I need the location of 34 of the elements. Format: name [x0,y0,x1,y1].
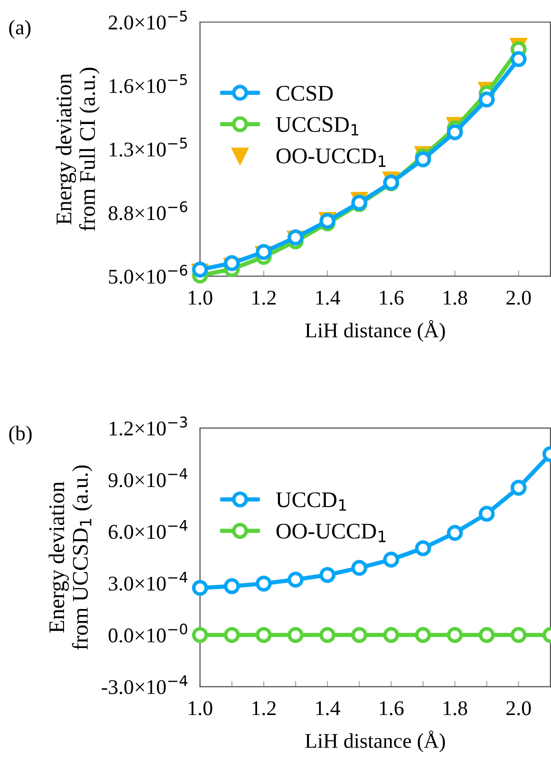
y-tick-label: 1.2×10$^{−3}$ [110,416,188,436]
x-tick-label: 2.0 [506,290,531,305]
x-tick-label: 1.0 [188,290,212,305]
y-tick-label: 9.0×10$^{−4}$ [108,468,188,488]
legend-label: OO-UCCD$_{1}$ [276,524,386,542]
y-tick-label: -3.0×10$^{−4}$ [102,675,188,694]
x-tick-label: 1.6 [380,290,404,305]
x-tick-label: 1.2 [252,701,276,716]
legend-label: CCSD [276,86,333,101]
y-tick-label: 8.8×10$^{−6}$ [108,201,188,220]
y-tick-label: 5.0×10$^{−6}$ [109,264,188,284]
x-tick-label: 1.0 [188,701,212,716]
text: (b) [9,426,32,445]
y-tick-label: 0.0×10$^{−0}$ [108,623,188,643]
y-axis-title: Energy deviation from UCCSD$_{1}$ (a.u.) [48,465,92,650]
text: (a) [9,20,30,39]
x-axis-title: LiH distance (Å) [305,730,445,752]
y-tick-label: 1.3×10$^{−5}$ [110,138,187,157]
x-tick-label: 1.8 [444,290,468,305]
y-tick-label: 6.0×10$^{−4}$ [108,520,188,540]
x-tick-label: 2.0 [506,701,531,716]
y-tick-label: 2.0×10$^{−5}$ [108,10,187,30]
x-axis-title: LiH distance (Å) [305,320,445,342]
y-tick-label: 1.6×10$^{−5}$ [110,74,187,94]
x-tick-label: 1.8 [444,701,468,716]
y-tick-label: 3.0×10$^{−4}$ [108,572,188,591]
legend-label: OO-UCCD$_{1}$ [276,148,386,167]
legend-label: UCCD$_{1}$ [276,492,346,511]
y-axis-title: Energy deviation from Full CI (a.u.) [56,68,100,231]
legend-label: UCCSD$_{1}$ [276,117,358,136]
x-tick-label: 1.6 [380,701,404,716]
x-tick-label: 1.4 [316,290,340,305]
x-tick-label: 1.4 [316,701,340,716]
x-tick-label: 1.2 [252,290,276,305]
